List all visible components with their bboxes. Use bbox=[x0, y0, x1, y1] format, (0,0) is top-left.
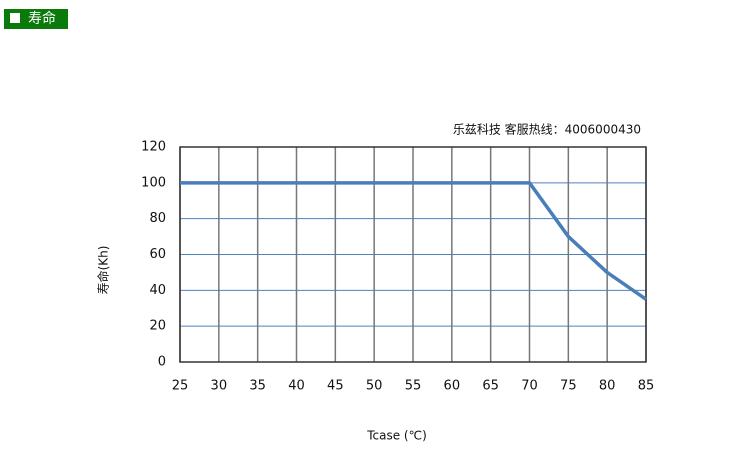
x-tick-label: 65 bbox=[482, 379, 499, 394]
y-axis-label: 寿命(Kh) bbox=[96, 246, 111, 295]
annotation: 乐兹科技 客服热线：4006000430 bbox=[453, 122, 641, 137]
x-tick-label: 50 bbox=[366, 379, 383, 394]
header-icon bbox=[10, 13, 20, 23]
x-axis-label: Tcase (℃) bbox=[366, 429, 427, 443]
y-tick-label: 60 bbox=[149, 247, 166, 262]
data-line bbox=[180, 181, 647, 301]
x-tick-label: 55 bbox=[405, 379, 422, 394]
section-header: 寿命 bbox=[4, 9, 68, 29]
x-tick-label: 60 bbox=[444, 379, 461, 394]
y-tick-label: 80 bbox=[149, 211, 166, 226]
x-tick-label: 40 bbox=[288, 379, 305, 394]
x-tick-label: 30 bbox=[211, 379, 228, 394]
x-tick-label: 35 bbox=[249, 379, 266, 394]
x-tick-label: 45 bbox=[327, 379, 344, 394]
x-tick-label: 85 bbox=[638, 379, 655, 394]
header-title: 寿命 bbox=[28, 11, 56, 27]
y-tick-label: 20 bbox=[149, 319, 166, 334]
x-tick-label: 75 bbox=[560, 379, 577, 394]
y-tick-label: 40 bbox=[149, 283, 166, 298]
y-tick-label: 120 bbox=[141, 140, 166, 155]
plot-frame bbox=[179, 146, 647, 363]
y-tick-label: 0 bbox=[158, 355, 166, 370]
x-tick-label: 80 bbox=[599, 379, 616, 394]
y-tick-label: 100 bbox=[141, 175, 166, 190]
x-tick-label: 70 bbox=[521, 379, 538, 394]
x-tick-label: 25 bbox=[172, 379, 189, 394]
